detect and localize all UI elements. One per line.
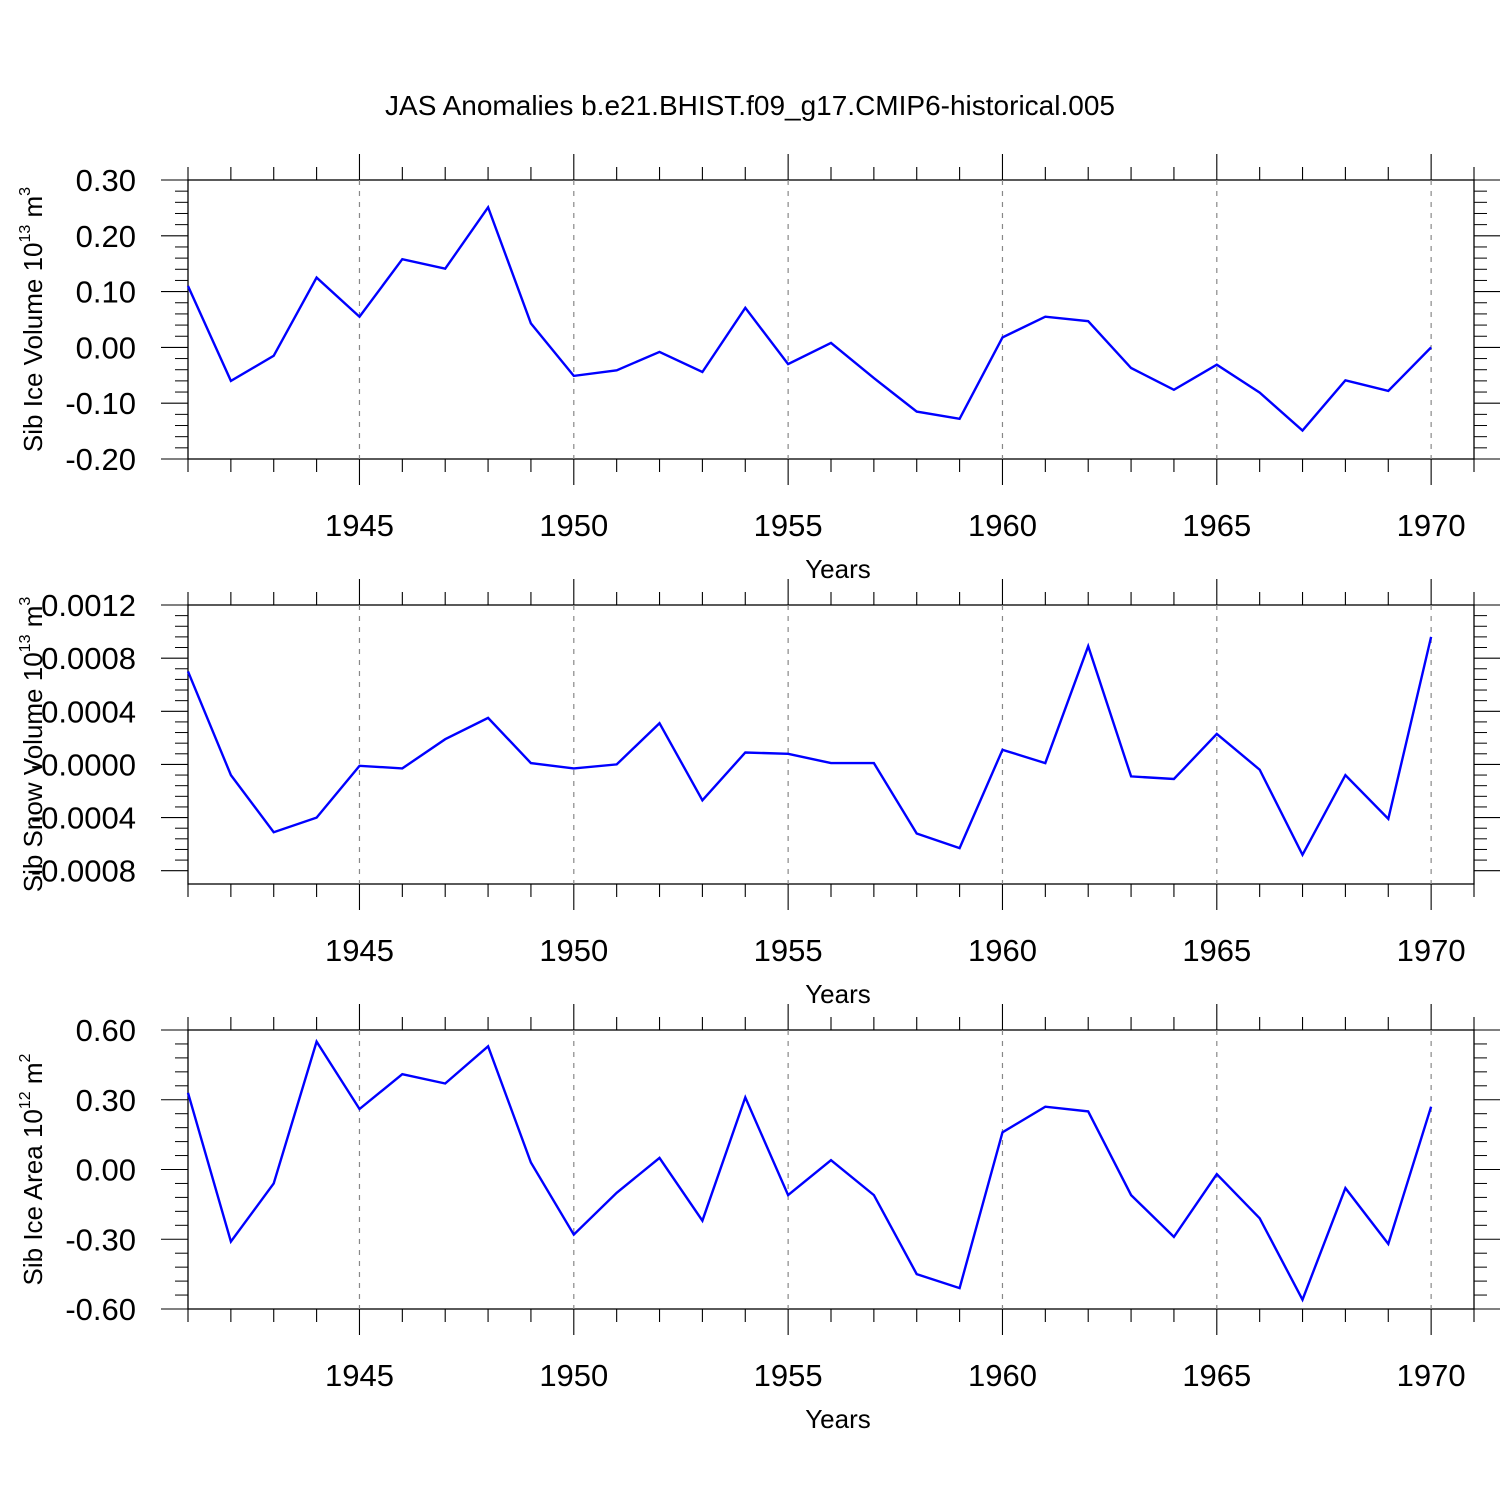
series-line xyxy=(186,1038,1433,1303)
panel-1: 1945 1950 1955 1960 1965 1970 Years -0.20 -0.10 0… xyxy=(17,154,1500,584)
x-axis-label: Years xyxy=(805,979,871,1009)
x-axis-label: Years xyxy=(805,1404,871,1434)
figure-title: JAS Anomalies b.e21.BHIST.f09_g17.CMIP6-… xyxy=(385,90,1115,121)
x-tick-label: 1960 xyxy=(968,1358,1037,1393)
y-tick-label: 0.0008 xyxy=(41,641,136,676)
y-axis-label-main: Sib Snow Volume 10 xyxy=(18,652,48,892)
x-tick-label: 1970 xyxy=(1397,1358,1466,1393)
x-tick-label: 1950 xyxy=(539,933,608,968)
x-tick-label: 1945 xyxy=(325,933,394,968)
plot-frame xyxy=(187,1029,1475,1310)
y-tick-label: 0.60 xyxy=(76,1013,136,1048)
x-tick-label: 1955 xyxy=(754,1358,823,1393)
panels: 1945 1950 1955 1960 1965 1970 Years -0.20 -0.10 0… xyxy=(17,154,1500,1434)
x-tick-label: 1945 xyxy=(325,508,394,543)
y-axis-label-exponent: 13 xyxy=(17,225,34,243)
y-axis-label-main: Sib Ice Volume 10 xyxy=(18,243,48,453)
y-tick-label: -0.20 xyxy=(65,442,136,477)
y-axis-label-exponent: 13 xyxy=(17,634,34,652)
panel-2: 1945 1950 1955 1960 1965 1970 Years -0.0008 -0.0… xyxy=(17,579,1500,1009)
x-tick-label: 1965 xyxy=(1182,1358,1251,1393)
x-tick-label: 1950 xyxy=(539,508,608,543)
y-tick-label: 0.30 xyxy=(76,163,136,198)
x-tick-label: 1945 xyxy=(325,1358,394,1393)
y-axis-label-unit-exponent: 3 xyxy=(17,187,34,196)
panel-3: 1945 1950 1955 1960 1965 1970 Years -0.60 -0.30 0… xyxy=(17,1004,1500,1434)
x-axis-label: Years xyxy=(805,554,871,584)
y-tick-label: -0.0008 xyxy=(31,854,136,889)
x-tick-label: 1950 xyxy=(539,1358,608,1393)
x-tick-label: 1970 xyxy=(1397,508,1466,543)
x-tick-label: 1965 xyxy=(1182,933,1251,968)
y-tick-label: 0.30 xyxy=(76,1083,136,1118)
y-tick-label: 0.10 xyxy=(76,275,136,310)
y-tick-label: 0.0012 xyxy=(41,588,136,623)
y-tick-label: -0.0000 xyxy=(31,747,136,782)
y-tick-label: -0.30 xyxy=(65,1222,136,1257)
x-tick-label: 1960 xyxy=(968,508,1037,543)
x-tick-label: 1955 xyxy=(754,933,823,968)
y-tick-label: 0.00 xyxy=(76,330,136,365)
x-tick-label: 1960 xyxy=(968,933,1037,968)
x-tick-label: 1970 xyxy=(1397,933,1466,968)
y-axis-label-unit: m xyxy=(18,196,48,225)
series-line xyxy=(186,204,1432,433)
y-axis-label: Sib Ice Volume 1013 m3 xyxy=(17,187,48,452)
y-tick-label: 0.0004 xyxy=(41,694,136,729)
y-tick-label: -0.10 xyxy=(65,386,136,421)
y-axis-label-exponent: 12 xyxy=(17,1091,34,1109)
y-axis-label-unit-exponent: 3 xyxy=(17,597,34,606)
y-tick-label: 0.20 xyxy=(76,219,136,254)
series-line xyxy=(186,636,1433,858)
x-tick-label: 1955 xyxy=(754,508,823,543)
plot-frame xyxy=(187,604,1475,885)
y-tick-label: -0.60 xyxy=(65,1292,136,1327)
x-tick-label: 1965 xyxy=(1182,508,1251,543)
y-axis-label: Sib Ice Area 1012 m2 xyxy=(17,1053,48,1285)
y-tick-label: -0.0004 xyxy=(31,801,136,836)
y-tick-label: 0.00 xyxy=(76,1153,136,1188)
y-axis-label: Sib Snow Volume 1013 m3 xyxy=(17,597,48,893)
y-axis-label-main: Sib Ice Area 10 xyxy=(18,1109,48,1285)
y-axis-label-unit-exponent: 2 xyxy=(17,1053,34,1062)
y-axis-label-unit: m xyxy=(18,606,48,635)
plot-frame xyxy=(187,179,1475,460)
y-axis-label-unit: m xyxy=(18,1062,48,1091)
